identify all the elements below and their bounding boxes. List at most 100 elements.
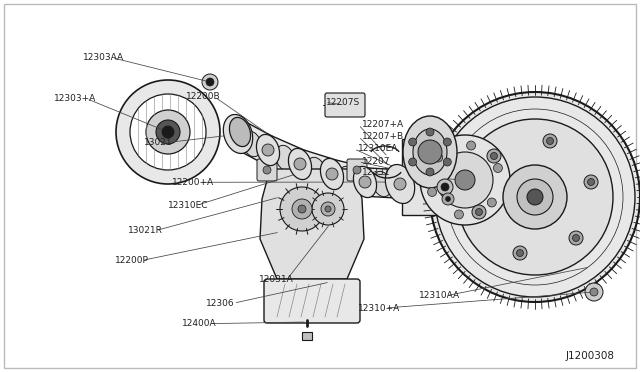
Ellipse shape bbox=[403, 116, 457, 188]
Circle shape bbox=[516, 250, 524, 257]
Ellipse shape bbox=[257, 134, 280, 166]
Circle shape bbox=[232, 128, 244, 140]
Circle shape bbox=[569, 231, 583, 245]
Circle shape bbox=[428, 187, 436, 196]
Circle shape bbox=[321, 202, 335, 216]
Polygon shape bbox=[361, 168, 404, 198]
Ellipse shape bbox=[223, 115, 253, 154]
Text: 12207S: 12207S bbox=[326, 98, 361, 107]
Text: J1200308: J1200308 bbox=[565, 351, 614, 361]
Circle shape bbox=[156, 120, 180, 144]
Circle shape bbox=[490, 153, 497, 160]
Text: 12306: 12306 bbox=[206, 299, 235, 308]
Text: 12200+A: 12200+A bbox=[172, 178, 214, 187]
Text: 12303AA: 12303AA bbox=[83, 53, 124, 62]
Circle shape bbox=[146, 110, 190, 154]
Circle shape bbox=[426, 128, 434, 136]
Circle shape bbox=[162, 126, 174, 138]
Text: 13021: 13021 bbox=[144, 138, 173, 147]
Ellipse shape bbox=[243, 131, 262, 157]
Circle shape bbox=[437, 179, 453, 195]
FancyBboxPatch shape bbox=[257, 159, 277, 181]
Circle shape bbox=[394, 178, 406, 190]
Circle shape bbox=[353, 166, 361, 174]
Circle shape bbox=[418, 140, 442, 164]
Circle shape bbox=[359, 176, 371, 188]
Ellipse shape bbox=[289, 148, 312, 180]
Circle shape bbox=[325, 206, 331, 212]
Circle shape bbox=[444, 138, 451, 146]
FancyBboxPatch shape bbox=[264, 279, 360, 323]
Polygon shape bbox=[260, 169, 364, 279]
Ellipse shape bbox=[307, 157, 326, 183]
Text: 12310EC: 12310EC bbox=[168, 201, 209, 210]
FancyBboxPatch shape bbox=[325, 93, 365, 117]
Text: 12331: 12331 bbox=[362, 169, 390, 177]
Text: 12400A: 12400A bbox=[182, 319, 217, 328]
Circle shape bbox=[444, 158, 451, 166]
Circle shape bbox=[294, 158, 306, 170]
Text: 12207+A: 12207+A bbox=[362, 120, 404, 129]
Circle shape bbox=[467, 141, 476, 150]
Circle shape bbox=[487, 198, 496, 207]
Circle shape bbox=[430, 92, 640, 302]
Circle shape bbox=[445, 196, 451, 202]
Text: 12031A: 12031A bbox=[259, 275, 294, 284]
Circle shape bbox=[206, 78, 214, 86]
Polygon shape bbox=[296, 150, 336, 188]
Circle shape bbox=[584, 175, 598, 189]
Ellipse shape bbox=[339, 166, 358, 192]
Text: 12200B: 12200B bbox=[186, 92, 220, 101]
FancyBboxPatch shape bbox=[302, 332, 312, 340]
Circle shape bbox=[409, 138, 417, 146]
Circle shape bbox=[426, 168, 434, 176]
Circle shape bbox=[585, 283, 603, 301]
Circle shape bbox=[326, 168, 338, 180]
Circle shape bbox=[457, 119, 613, 275]
Ellipse shape bbox=[321, 158, 344, 190]
Circle shape bbox=[262, 144, 274, 156]
Text: 12310+A: 12310+A bbox=[358, 304, 401, 312]
FancyBboxPatch shape bbox=[402, 139, 458, 215]
Circle shape bbox=[298, 205, 306, 213]
Circle shape bbox=[202, 74, 218, 90]
Text: 13021R: 13021R bbox=[128, 226, 163, 235]
Circle shape bbox=[476, 209, 483, 215]
Circle shape bbox=[588, 179, 595, 186]
Circle shape bbox=[547, 138, 554, 144]
FancyBboxPatch shape bbox=[347, 159, 367, 181]
Circle shape bbox=[280, 187, 324, 231]
Circle shape bbox=[441, 183, 449, 191]
Ellipse shape bbox=[372, 171, 392, 197]
Circle shape bbox=[409, 158, 417, 166]
Circle shape bbox=[292, 199, 312, 219]
Text: 12200P: 12200P bbox=[115, 256, 149, 265]
Circle shape bbox=[543, 134, 557, 148]
Ellipse shape bbox=[229, 118, 251, 147]
Circle shape bbox=[513, 246, 527, 260]
Ellipse shape bbox=[413, 129, 447, 175]
Text: 12310AA: 12310AA bbox=[419, 291, 460, 300]
Circle shape bbox=[455, 170, 475, 190]
Polygon shape bbox=[264, 136, 304, 178]
Text: 12207: 12207 bbox=[362, 157, 390, 166]
Circle shape bbox=[517, 179, 553, 215]
Circle shape bbox=[472, 205, 486, 219]
Circle shape bbox=[130, 94, 206, 170]
Ellipse shape bbox=[385, 164, 415, 203]
Circle shape bbox=[420, 135, 510, 225]
Circle shape bbox=[527, 189, 543, 205]
Circle shape bbox=[454, 210, 463, 219]
Circle shape bbox=[442, 193, 454, 205]
Circle shape bbox=[590, 288, 598, 296]
Circle shape bbox=[437, 152, 493, 208]
Ellipse shape bbox=[353, 166, 376, 198]
Circle shape bbox=[312, 193, 344, 225]
Circle shape bbox=[434, 153, 443, 162]
Text: 12303+A: 12303+A bbox=[54, 94, 97, 103]
Text: 12310EA: 12310EA bbox=[358, 144, 399, 153]
Text: 12207+B: 12207+B bbox=[362, 132, 404, 141]
Polygon shape bbox=[234, 120, 272, 164]
Circle shape bbox=[573, 234, 579, 241]
Polygon shape bbox=[328, 160, 369, 196]
